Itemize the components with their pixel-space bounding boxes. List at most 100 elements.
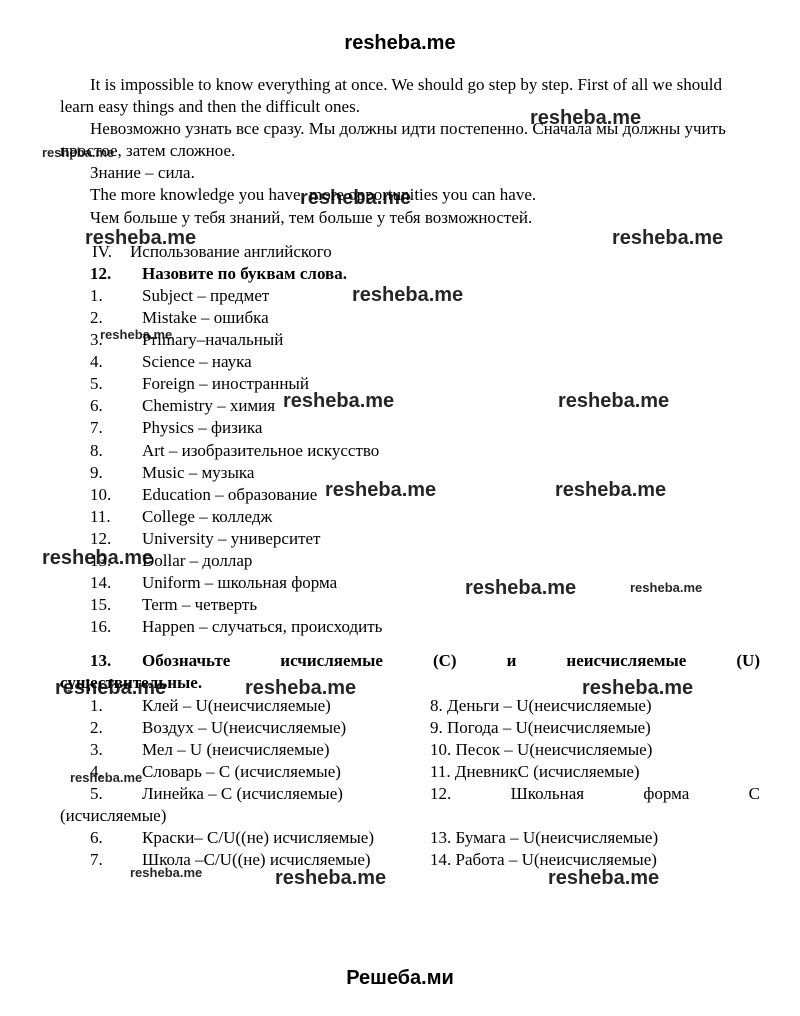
paragraph-en-1: It is impossible to know everything at o…: [60, 74, 760, 118]
main-content: It is impossible to know everything at o…: [0, 74, 800, 871]
item-text: Линейка – C (исчисляемые): [142, 783, 343, 805]
item-number: 12.: [60, 528, 142, 550]
item-number: 14.: [60, 572, 142, 594]
item-number: 2.: [60, 717, 142, 739]
paragraph-ru-2: Знание – сила.: [60, 162, 760, 184]
list-item: 10. Песок – U(неисчисляемые): [430, 739, 760, 761]
roman-numeral: IV.: [60, 241, 130, 263]
list-item: 13. Бумага – U(неисчисляемые): [430, 827, 760, 849]
item-text: Mistake – ошибка: [142, 307, 269, 329]
item-number: 16.: [60, 616, 142, 638]
item-text: Art – изобразительное искусство: [142, 440, 379, 462]
task-num: 12.: [60, 263, 142, 285]
item-text: Physics – физика: [142, 417, 262, 439]
item-number: 7.: [60, 417, 142, 439]
item-text: Мел – U (неисчисляемые): [142, 739, 329, 761]
list-item: 13.Dollar – доллар: [60, 550, 760, 572]
item-text: Воздух – U(неисчисляемые): [142, 717, 346, 739]
item-text: Education – образование: [142, 484, 317, 506]
item-text: College – колледж: [142, 506, 272, 528]
list-item: 15.Term – четверть: [60, 594, 760, 616]
item-number: 15.: [60, 594, 142, 616]
item-text: Школа –C/U((не) исчисляемые): [142, 849, 371, 871]
item-number: 13.: [60, 550, 142, 572]
list-item: 4.Словарь – C (исчисляемые): [60, 761, 430, 783]
task-title: Назовите по буквам слова.: [142, 263, 347, 285]
list-item: 12.University – университет: [60, 528, 760, 550]
item-number: 11.: [60, 506, 142, 528]
page-header: resheba.me: [0, 0, 800, 74]
item-number: 10.: [60, 484, 142, 506]
item-number: 5.: [60, 373, 142, 395]
task-12-list: 1.Subject – предмет2.Mistake – ошибка3.P…: [60, 285, 760, 639]
list-item: 4.Science – наука: [60, 351, 760, 373]
paragraph-ru-1: Невозможно узнать все сразу. Мы должны и…: [60, 118, 760, 162]
task-13-columns: 1.Клей – U(неисчисляемые)2.Воздух – U(не…: [60, 695, 760, 805]
list-item-12: 12. Школьная форма C: [430, 783, 760, 805]
list-item: 11.College – колледж: [60, 506, 760, 528]
list-item: 2.Mistake – ошибка: [60, 307, 760, 329]
task-13-right: 8. Деньги – U(неисчисляемые)9. Погода – …: [430, 695, 760, 805]
list-item: 1.Subject – предмет: [60, 285, 760, 307]
list-item: 16.Happen – случаться, происходить: [60, 616, 760, 638]
item-text: Music – музыка: [142, 462, 254, 484]
list-item: 5.Foreign – иностранный: [60, 373, 760, 395]
list-item: 6.Chemistry – химия: [60, 395, 760, 417]
item-text: University – университет: [142, 528, 320, 550]
item-text: Краски– C/U((не) исчисляемые): [142, 827, 374, 849]
list-item: 7.Школа –C/U((не) исчисляемые): [60, 849, 430, 871]
page-footer: Решеба.ми: [0, 965, 800, 991]
item-number: 1.: [60, 695, 142, 717]
item-text: Science – наука: [142, 351, 252, 373]
list-item: 9.Music – музыка: [60, 462, 760, 484]
item-number: 1.: [60, 285, 142, 307]
item-number: 4.: [60, 351, 142, 373]
task-13-left-2: 6.Краски– C/U((не) исчисляемые)7.Школа –…: [60, 827, 430, 871]
paragraph-ru-3: Чем больше у тебя знаний, тем больше у т…: [60, 207, 760, 229]
item-text: Клей – U(неисчисляемые): [142, 695, 331, 717]
task-13-line1: Обозначьте исчисляемые (C) и неисчисляем…: [142, 651, 760, 670]
item-number: 5.: [60, 783, 142, 805]
item-number: 2.: [60, 307, 142, 329]
list-item: 3.Primary–начальный: [60, 329, 760, 351]
item-number: 8.: [60, 440, 142, 462]
list-item: 7.Physics – физика: [60, 417, 760, 439]
task-13-left: 1.Клей – U(неисчисляемые)2.Воздух – U(не…: [60, 695, 430, 805]
list-item: 8. Деньги – U(неисчисляемые): [430, 695, 760, 717]
item-number: 3.: [60, 329, 142, 351]
item-number: 7.: [60, 849, 142, 871]
list-item: 6.Краски– C/U((не) исчисляемые): [60, 827, 430, 849]
task-13-right-2: 13. Бумага – U(неисчисляемые)14. Работа …: [430, 827, 760, 871]
list-item: 10.Education – образование: [60, 484, 760, 506]
task-13-line2: существительные.: [60, 672, 760, 694]
task-13-paren: (исчисляемые): [60, 805, 760, 827]
list-item: 9. Погода – U(неисчисляемые): [430, 717, 760, 739]
paragraph-en-2: The more knowledge you have, more opport…: [60, 184, 760, 206]
item-text: Happen – случаться, происходить: [142, 616, 382, 638]
item-text: Primary–начальный: [142, 329, 283, 351]
item-text: Term – четверть: [142, 594, 257, 616]
list-item: 8.Art – изобразительное искусство: [60, 440, 760, 462]
item-text: Subject – предмет: [142, 285, 269, 307]
list-item: 14. Работа – U(неисчисляемые): [430, 849, 760, 871]
item-text: Chemistry – химия: [142, 395, 275, 417]
list-item: 1.Клей – U(неисчисляемые): [60, 695, 430, 717]
list-item: 5.Линейка – C (исчисляемые): [60, 783, 430, 805]
item-number: 4.: [60, 761, 142, 783]
item-text: Foreign – иностранный: [142, 373, 309, 395]
task-num: 13.: [60, 650, 142, 672]
item-number: 9.: [60, 462, 142, 484]
list-item: 3.Мел – U (неисчисляемые): [60, 739, 430, 761]
list-item: 11. ДневникC (исчисляемые): [430, 761, 760, 783]
item-number: 3.: [60, 739, 142, 761]
item-number: 6.: [60, 827, 142, 849]
section-title: Использование английского: [130, 241, 332, 263]
task-12-header: 12. Назовите по буквам слова.: [60, 263, 760, 285]
list-item: 14.Uniform – школьная форма: [60, 572, 760, 594]
item-text: Dollar – доллар: [142, 550, 252, 572]
item-text: Uniform – школьная форма: [142, 572, 337, 594]
item-number: 6.: [60, 395, 142, 417]
task-13-header: 13.Обозначьте исчисляемые (C) и неисчисл…: [60, 650, 760, 694]
section-iv-header: IV. Использование английского: [60, 241, 760, 263]
task-13-columns-2: 6.Краски– C/U((не) исчисляемые)7.Школа –…: [60, 827, 760, 871]
